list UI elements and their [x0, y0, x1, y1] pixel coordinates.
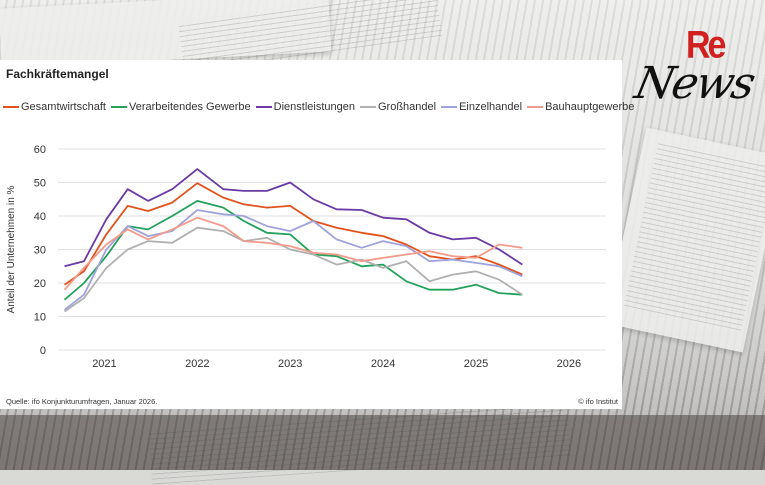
- legend-item: Dienstleistungen: [255, 101, 355, 113]
- legend-item: Verarbeitendes Gewerbe: [110, 101, 251, 113]
- x-tick-labels: 2021 2022 2023 2024 2025 2026: [92, 358, 581, 370]
- legend-label: Gesamtwirtschaft: [21, 101, 106, 113]
- legend-item: Bauhauptgewerbe: [527, 101, 634, 113]
- legend-item: Großhandel: [360, 101, 436, 113]
- chart-legend: Gesamtwirtschaft Verarbeitendes Gewerbe Di…: [3, 100, 639, 114]
- y-tick-label: 50: [34, 178, 46, 190]
- x-tick-label: 2023: [278, 358, 302, 370]
- legend-swatch: [255, 106, 272, 108]
- series-line-3: [63, 226, 523, 313]
- legend-label: Bauhauptgewerbe: [545, 101, 635, 113]
- grid-lines: [58, 148, 606, 351]
- series-line-0: [63, 182, 523, 286]
- series-line-5: [63, 216, 523, 291]
- legend-label: Dienstleistungen: [273, 101, 355, 113]
- legend-swatch: [360, 106, 376, 108]
- y-tick-label: 10: [34, 312, 46, 324]
- legend-swatch: [441, 106, 458, 108]
- legend-swatch: [110, 106, 127, 108]
- logo-re-text: Re: [686, 23, 727, 67]
- renews-logo: Re News: [630, 23, 760, 124]
- series-line-2: [64, 168, 523, 268]
- chart-title: Fachkräftemangel: [6, 67, 109, 81]
- x-tick-label: 2025: [464, 358, 488, 370]
- legend-label: Einzelhandel: [459, 101, 523, 113]
- legend-item: Gesamtwirtschaft: [3, 101, 106, 113]
- x-tick-label: 2026: [557, 358, 581, 370]
- x-tick-label: 2024: [371, 358, 395, 370]
- legend-swatch: [527, 106, 544, 108]
- x-tick-label: 2021: [92, 358, 116, 370]
- source-note: Quelle: ifo Konjunkturumfragen, Januar 2…: [6, 397, 158, 406]
- line-chart: 0 10 20 30 40 50 60 2021 2022 2023 2024 2025 2026 A…: [6, 144, 606, 370]
- legend-swatch: [3, 106, 19, 108]
- y-tick-label: 30: [34, 245, 46, 257]
- y-axis-label: Anteil der Unternehmen in %: [6, 185, 17, 313]
- y-tick-label: 40: [34, 211, 46, 223]
- logo-news-text: News: [630, 58, 759, 109]
- y-tick-labels: 0 10 20 30 40 50 60: [34, 144, 46, 357]
- legend-label: Verarbeitendes Gewerbe: [128, 101, 251, 113]
- chart-card: Fachkräftemangel Gesamtwirtschaft Verarbe…: [0, 60, 634, 409]
- x-tick-label: 2022: [185, 358, 209, 370]
- series-lines: [63, 168, 523, 313]
- legend-item: Einzelhandel: [441, 101, 522, 113]
- newspaper-shadow: [0, 415, 765, 470]
- y-tick-label: 60: [34, 144, 46, 156]
- y-tick-label: 20: [34, 278, 46, 290]
- series-line-1: [63, 199, 523, 301]
- credit-note: © ifo Institut: [578, 397, 618, 406]
- legend-label: Großhandel: [378, 101, 437, 113]
- series-line-4: [63, 209, 523, 311]
- y-tick-label: 0: [40, 345, 46, 357]
